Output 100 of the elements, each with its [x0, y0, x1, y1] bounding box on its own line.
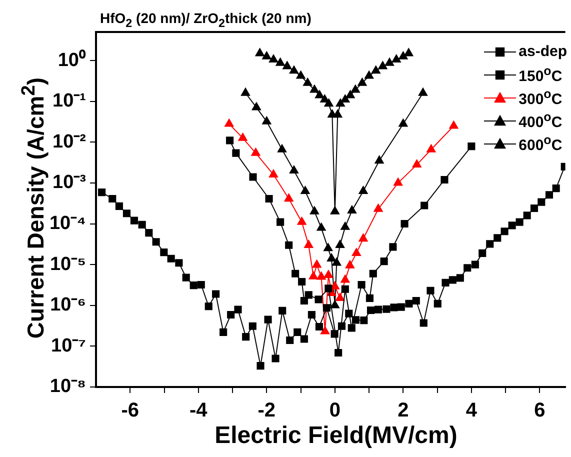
x-tick-label: 4 [466, 400, 478, 422]
point [350, 84, 360, 93]
point [265, 194, 273, 203]
point [240, 88, 250, 96]
point [366, 294, 374, 302]
y-tick-label: 10⁻⁴ [49, 212, 86, 234]
point [226, 136, 234, 144]
point [334, 348, 342, 357]
point [316, 222, 326, 231]
point [358, 78, 367, 86]
point [348, 324, 356, 332]
point [314, 296, 322, 304]
point [308, 271, 318, 280]
point [310, 206, 319, 214]
point [340, 94, 350, 102]
point [404, 48, 414, 56]
point [300, 296, 308, 305]
point [374, 156, 384, 164]
point [332, 258, 342, 266]
point [312, 260, 322, 268]
y-tick-label: 10⁻⁸ [50, 376, 86, 398]
point [292, 270, 300, 278]
chart-title: HfO$_{2}$ (20 nm)/ ZrO$_{2}$thick (20 nm) [100, 10, 312, 30]
point [336, 98, 345, 107]
point [304, 291, 312, 299]
point [278, 144, 287, 152]
point [300, 186, 310, 194]
point [320, 326, 330, 334]
point [289, 66, 298, 74]
legend-label: as-dep [518, 43, 567, 60]
point [347, 206, 356, 214]
x-tick-label: -4 [189, 400, 208, 422]
y-tick-label: 10⁻³ [52, 172, 86, 194]
point [324, 270, 333, 278]
legend-label: 150$^{o}$C [518, 64, 562, 85]
legend-label: 600$^{o}$C [518, 133, 562, 154]
legend-label: 300$^{o}$C [518, 87, 562, 108]
point [369, 270, 377, 278]
point [310, 84, 319, 93]
point [336, 293, 345, 302]
point [232, 149, 240, 157]
point [298, 278, 306, 286]
x-axis-title: Electric Field(MV/cm) [214, 422, 458, 450]
point [330, 300, 340, 308]
point [262, 116, 272, 124]
point [268, 170, 278, 178]
point [389, 243, 397, 251]
point [249, 173, 257, 181]
x-tick-label: 0 [329, 400, 340, 422]
point [394, 178, 403, 186]
point [374, 204, 383, 212]
y-tick-label: 10⁻⁷ [51, 335, 86, 356]
point [327, 254, 336, 262]
point [252, 102, 261, 110]
point [297, 216, 306, 225]
point [296, 70, 306, 79]
point [251, 148, 260, 156]
y-tick-label: 10⁻⁵ [50, 254, 86, 275]
point [352, 248, 361, 256]
point [418, 88, 428, 96]
point [345, 260, 354, 268]
point [340, 274, 350, 283]
point [400, 220, 408, 228]
point [392, 54, 401, 63]
point [324, 284, 332, 292]
point [255, 48, 264, 56]
point [371, 66, 380, 74]
point [330, 206, 340, 214]
point [304, 240, 314, 248]
point [380, 258, 388, 266]
y-tick-label: 10⁻¹ [52, 90, 86, 112]
point [340, 222, 350, 230]
x-tick-label: 6 [534, 400, 546, 422]
point [268, 54, 278, 63]
point [285, 241, 293, 249]
point [238, 132, 248, 141]
point [262, 51, 272, 60]
point [303, 78, 312, 86]
y-tick-label: 10⁻⁶ [50, 294, 86, 316]
point [324, 98, 334, 107]
point [276, 58, 285, 66]
point [276, 218, 284, 226]
point [289, 166, 298, 174]
point [420, 202, 428, 210]
point [324, 243, 333, 252]
point [346, 90, 355, 98]
point [341, 285, 349, 293]
point [336, 240, 345, 248]
point [315, 90, 324, 98]
point [358, 186, 368, 194]
x-tick-label: 2 [398, 400, 409, 422]
point [282, 61, 292, 70]
point [412, 160, 422, 168]
point [316, 272, 326, 280]
point [449, 120, 458, 129]
point [378, 61, 388, 70]
y-tick-label: 10⁻² [52, 131, 86, 152]
point [364, 70, 374, 79]
point [358, 280, 366, 289]
point [468, 142, 476, 150]
